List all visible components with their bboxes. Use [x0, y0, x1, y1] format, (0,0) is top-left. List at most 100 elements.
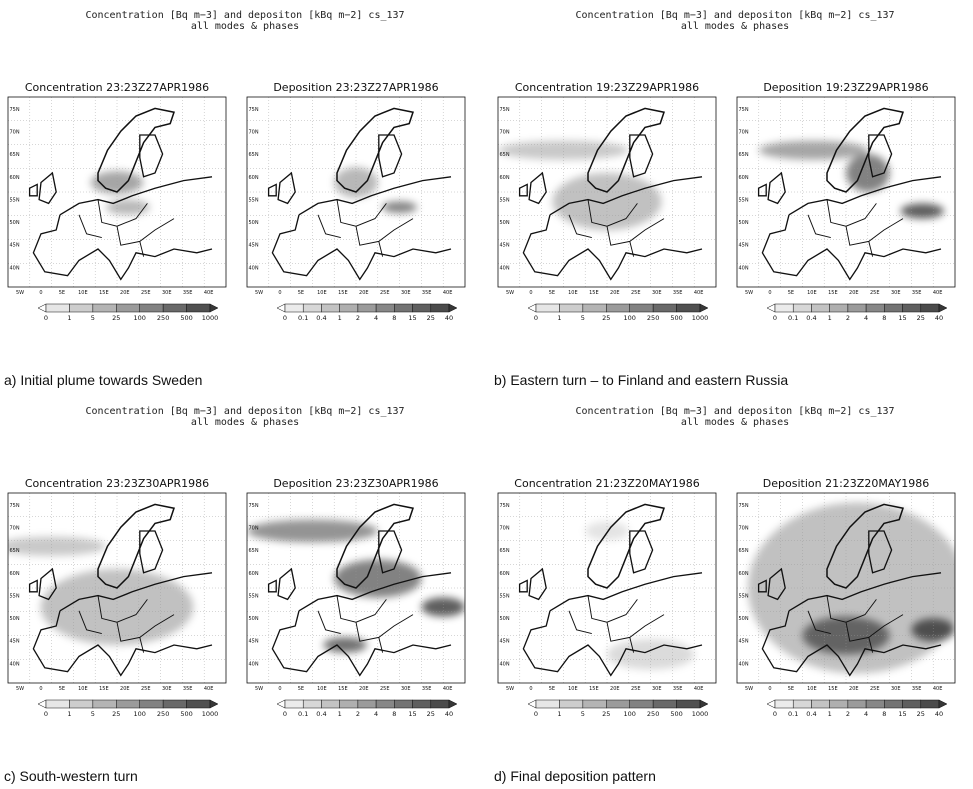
lon-label: 30E — [162, 290, 172, 296]
colorbar-label: 2 — [846, 710, 850, 718]
lat-label: 60N — [10, 175, 20, 181]
lon-label: 0 — [768, 686, 771, 692]
lon-label: 0 — [278, 686, 281, 692]
colorbar-box — [339, 303, 359, 313]
lat-label: 70N — [739, 526, 749, 532]
colorbar-label: 250 — [647, 710, 659, 718]
colorbar-end — [209, 699, 219, 709]
lon-label: 10E — [78, 686, 88, 692]
colorbar-box — [186, 699, 211, 709]
colorbar-label: 2 — [356, 314, 360, 322]
colorbar-end — [37, 699, 47, 709]
lon-label: 35E — [912, 290, 922, 296]
lat-label: 70N — [739, 130, 749, 136]
lat-label: 70N — [249, 130, 259, 136]
colorbar-label: 25 — [427, 710, 435, 718]
lon-label: 5W — [745, 290, 753, 296]
colorbar-box — [357, 303, 377, 313]
lon-label: 20E — [610, 290, 620, 296]
lon-label: 25E — [631, 290, 641, 296]
lat-label: 60N — [10, 571, 20, 577]
lat-label: 55N — [249, 593, 259, 599]
lat-label: 70N — [249, 526, 259, 532]
colorbar-box — [559, 699, 584, 709]
lon-label: 30E — [401, 290, 411, 296]
lon-label: 20E — [849, 686, 859, 692]
colorbar-box — [92, 303, 117, 313]
colorbar-label: 0.1 — [788, 710, 798, 718]
colorbar-label: 500 — [180, 710, 192, 718]
lat-label: 55N — [10, 593, 20, 599]
colorbar-box — [792, 303, 812, 313]
colorbar-label: 15 — [898, 710, 906, 718]
colorbar-box — [829, 303, 849, 313]
lat-label: 75N — [10, 107, 20, 113]
lat-label: 75N — [249, 107, 259, 113]
colorbar-label: 8 — [392, 710, 396, 718]
colorbar-box — [302, 303, 322, 313]
lon-label: 10E — [78, 290, 88, 296]
lon-label: 0 — [529, 290, 532, 296]
lat-label: 60N — [739, 571, 749, 577]
colorbar-box — [829, 699, 849, 709]
colorbar-box — [884, 699, 903, 709]
colorbar-box — [412, 303, 432, 313]
colorbar-box — [606, 303, 630, 313]
colorbar-box — [45, 699, 70, 709]
lon-label: 40E — [933, 290, 943, 296]
colorbar-label: 250 — [157, 710, 169, 718]
lat-label: 45N — [739, 639, 749, 645]
colorbar-label: 4 — [864, 710, 868, 718]
map — [247, 97, 465, 287]
lon-label: 30E — [652, 686, 662, 692]
map-title: Concentration 23:23Z27APR1986 — [25, 81, 209, 94]
lon-label: 5W — [745, 686, 753, 692]
colorbar-label: 0 — [534, 710, 538, 718]
colorbar-label: 100 — [134, 314, 146, 322]
colorbar-label: 25 — [917, 314, 925, 322]
panel-header: all modes & phases — [191, 21, 299, 32]
lon-label: 10E — [568, 686, 578, 692]
colorbar-box — [865, 699, 885, 709]
lon-label: 20E — [120, 686, 130, 692]
colorbar-label: 2 — [846, 314, 850, 322]
map — [737, 97, 955, 287]
colorbar-label: 0 — [283, 710, 287, 718]
plume-blob — [758, 140, 868, 160]
lat-label: 65N — [249, 548, 259, 554]
lon-label: 5W — [255, 686, 263, 692]
colorbar-label: 1000 — [692, 710, 709, 718]
lat-label: 65N — [739, 152, 749, 158]
colorbar-box — [535, 303, 560, 313]
colorbar-box — [69, 699, 94, 709]
colorbar-end — [448, 303, 458, 313]
colorbar-label: 0.4 — [806, 314, 816, 322]
colorbar-label: 25 — [602, 710, 610, 718]
colorbar-box — [676, 699, 701, 709]
plume-blob — [498, 140, 629, 160]
lon-label: 30E — [891, 290, 901, 296]
colorbar-label: 2 — [356, 710, 360, 718]
lat-label: 55N — [10, 197, 20, 203]
lon-label: 10E — [317, 686, 327, 692]
plume-blob — [334, 167, 378, 198]
lat-label: 40N — [739, 265, 749, 271]
map — [8, 493, 226, 683]
lon-label: 20E — [359, 290, 369, 296]
lon-label: 40E — [204, 686, 214, 692]
map-frame — [736, 96, 956, 288]
lat-label: 45N — [500, 639, 510, 645]
colorbar-box — [412, 699, 432, 709]
colorbar-end — [276, 699, 286, 709]
colorbar-box — [430, 303, 450, 313]
colorbar-end — [209, 303, 219, 313]
panel-header: Concentration [Bq m−3] and depositon [kB… — [85, 10, 404, 21]
lon-label: 40E — [443, 290, 453, 296]
colorbar-box — [92, 699, 117, 709]
colorbar-box — [582, 303, 607, 313]
lon-label: 40E — [204, 290, 214, 296]
lat-label: 50N — [739, 220, 749, 226]
colorbar-label: 5 — [581, 710, 585, 718]
lon-label: 35E — [422, 290, 432, 296]
lat-label: 55N — [739, 593, 749, 599]
